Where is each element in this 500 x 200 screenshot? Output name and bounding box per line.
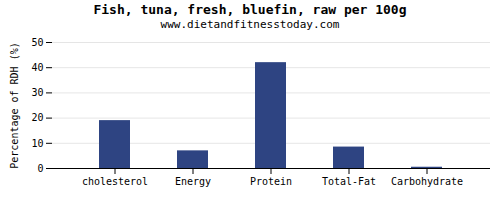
svg-text:Carbohydrate: Carbohydrate <box>391 176 463 187</box>
svg-text:50: 50 <box>31 37 43 48</box>
svg-text:Percentage of RDH (%): Percentage of RDH (%) <box>9 42 20 168</box>
svg-text:Energy: Energy <box>175 176 211 187</box>
svg-text:Protein: Protein <box>250 176 292 187</box>
html-text:Fish, tuna, fresh, bluefin, ra: Fish, tuna, fresh, bluefin, raw per 100g <box>93 2 407 17</box>
svg-text:0: 0 <box>37 163 43 174</box>
svg-text:cholesterol: cholesterol <box>82 176 148 187</box>
svg-text:Total-Fat: Total-Fat <box>322 176 376 187</box>
svg-text:30: 30 <box>31 87 43 98</box>
svg-text:20: 20 <box>31 112 43 123</box>
svg-text:40: 40 <box>31 62 43 73</box>
svg-text:10: 10 <box>31 138 43 149</box>
html-text:www.dietandfitnesstoday.com: www.dietandfitnesstoday.com <box>160 18 340 31</box>
